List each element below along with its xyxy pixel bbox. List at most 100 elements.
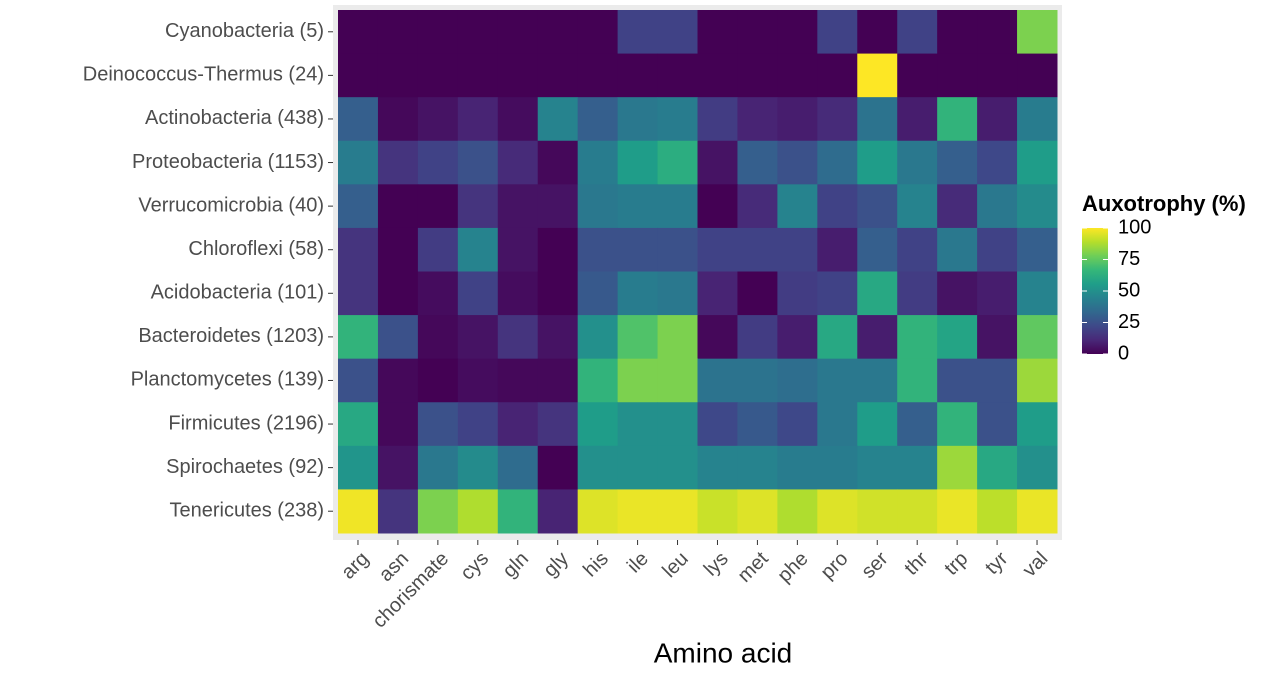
heatmap-cell: [777, 184, 818, 229]
heatmap-cell: [577, 140, 619, 185]
heatmap-cell: [338, 315, 379, 360]
heatmap-cell: [657, 271, 698, 316]
heatmap-cell: [617, 140, 659, 185]
heatmap-cell: [617, 358, 659, 403]
heatmap-cell: [857, 402, 898, 447]
heatmap-cell: [537, 315, 579, 360]
heatmap-cell: [577, 97, 619, 142]
heatmap-cell: [577, 489, 619, 534]
heatmap-cell: [457, 271, 499, 316]
heatmap-cell: [617, 402, 659, 447]
heatmap-cell: [937, 53, 978, 98]
heatmap-cell: [857, 140, 898, 185]
x-tick-label: ile: [623, 548, 653, 578]
heatmap-cell: [937, 315, 978, 360]
heatmap-cell: [338, 358, 379, 403]
heatmap-cell: [457, 445, 499, 490]
heatmap-cell: [937, 271, 978, 316]
heatmap-cell: [577, 315, 619, 360]
heatmap-cell: [977, 358, 1018, 403]
heatmap-cell: [497, 402, 539, 447]
heatmap-cell: [897, 10, 938, 55]
heatmap-cell: [497, 10, 539, 55]
x-tick-label: ser: [857, 547, 892, 582]
heatmap-cell: [657, 140, 698, 185]
heatmap-cell: [897, 445, 938, 490]
heatmap-cell: [537, 140, 579, 185]
heatmap-cell: [617, 97, 659, 142]
heatmap-cell: [817, 358, 858, 403]
heatmap-cell: [657, 315, 698, 360]
heatmap-cell: [497, 358, 539, 403]
heatmap-cell: [457, 184, 499, 229]
heatmap-cell: [657, 184, 698, 229]
heatmap-cell: [817, 227, 858, 272]
heatmap-cell: [577, 358, 619, 403]
heatmap-cell: [857, 97, 898, 142]
heatmap-cell: [457, 227, 499, 272]
y-tick-label: Tenericutes (238): [169, 499, 324, 521]
heatmap-cell: [737, 10, 778, 55]
heatmap-cell: [457, 402, 499, 447]
legend-title: Auxotrophy (%): [1082, 191, 1246, 216]
x-tick-label: phe: [773, 548, 812, 587]
x-tick-label: val: [1019, 548, 1053, 582]
x-tick-label: leu: [658, 548, 692, 582]
heatmap-cell: [977, 53, 1018, 98]
heatmap-cell: [577, 227, 619, 272]
heatmap-cell: [657, 53, 698, 98]
heatmap-cell: [377, 184, 419, 229]
heatmap-cell: [497, 315, 539, 360]
heatmap-cell: [577, 271, 619, 316]
heatmap-cell: [338, 97, 379, 142]
colorbar-tick-label: 75: [1118, 248, 1140, 270]
x-tick-label: arg: [337, 548, 373, 584]
heatmap-cell: [897, 97, 938, 142]
heatmap-cell: [377, 402, 419, 447]
x-tick-label: met: [734, 547, 773, 586]
heatmap-cell: [617, 53, 659, 98]
heatmap-cell: [338, 445, 379, 490]
y-tick-label: Acidobacteria (101): [151, 282, 324, 304]
heatmap-cell: [937, 184, 978, 229]
heatmap-cell: [537, 445, 579, 490]
heatmap-cell: [697, 358, 738, 403]
heatmap-cell: [497, 445, 539, 490]
y-tick-label: Chloroflexi (58): [188, 238, 324, 260]
heatmap-cell: [857, 10, 898, 55]
heatmap-cell: [737, 184, 778, 229]
x-tick-label: tyr: [981, 547, 1013, 579]
x-tick-label: lys: [700, 548, 733, 581]
heatmap-cell: [897, 402, 938, 447]
colorbar-tick-label: 25: [1118, 311, 1140, 333]
heatmap-cell: [417, 271, 459, 316]
heatmap-cell: [777, 227, 818, 272]
heatmap-cell: [697, 10, 738, 55]
heatmap-cell: [1017, 445, 1058, 490]
heatmap-cell: [457, 140, 499, 185]
heatmap-cell: [417, 53, 459, 98]
heatmap-cell: [977, 227, 1018, 272]
heatmap-cell: [1017, 227, 1058, 272]
heatmap-cell: [657, 97, 698, 142]
heatmap-cell: [377, 489, 419, 534]
heatmap-cell: [457, 489, 499, 534]
heatmap-cell: [657, 489, 698, 534]
colorbar-tick-label: 50: [1118, 279, 1140, 301]
heatmap-cell: [777, 402, 818, 447]
x-axis-title: Amino acid: [654, 637, 793, 668]
heatmap-cell: [777, 97, 818, 142]
heatmap-cell: [497, 184, 539, 229]
heatmap-cell: [857, 227, 898, 272]
heatmap-cell: [417, 10, 459, 55]
heatmap-cell: [1017, 140, 1058, 185]
heatmap-cell: [417, 140, 459, 185]
heatmap-cell: [937, 140, 978, 185]
heatmap-cell: [737, 97, 778, 142]
heatmap-cell: [737, 53, 778, 98]
heatmap-cell: [497, 97, 539, 142]
heatmap-cell: [1017, 402, 1058, 447]
heatmap-cell: [338, 184, 379, 229]
heatmap-cell: [377, 97, 419, 142]
heatmap-cell: [697, 227, 738, 272]
